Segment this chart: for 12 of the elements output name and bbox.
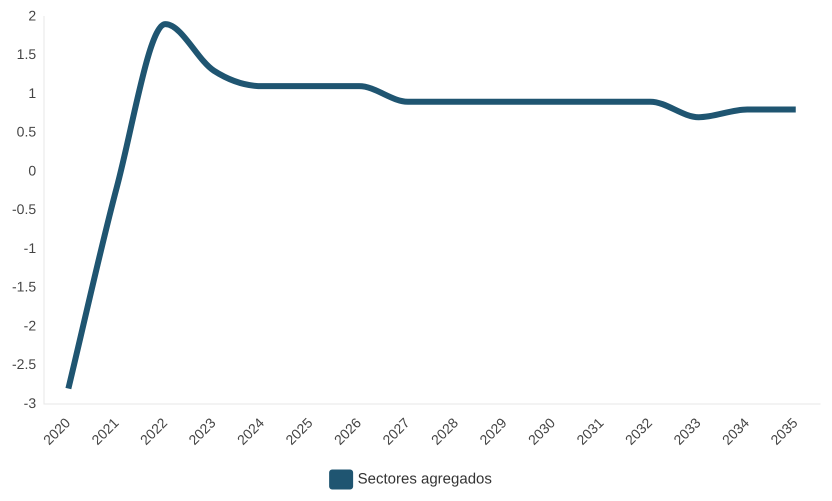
y-tick-label: -3 bbox=[24, 394, 36, 411]
y-tick-label: -2 bbox=[24, 317, 36, 334]
y-tick-label: 0 bbox=[28, 162, 36, 178]
legend-label: Sectores agregados bbox=[358, 470, 492, 488]
y-tick-label: -0.5 bbox=[12, 201, 36, 218]
y-tick-label: 0.5 bbox=[16, 124, 36, 140]
y-tick-label: -2.5 bbox=[12, 356, 36, 372]
y-tick-label: -1.5 bbox=[12, 278, 36, 295]
y-tick-label: 1.5 bbox=[16, 46, 36, 62]
y-tick-label: -1 bbox=[24, 240, 36, 256]
y-tick-label: 2 bbox=[28, 7, 36, 24]
y-tick-label: 1 bbox=[28, 84, 36, 101]
